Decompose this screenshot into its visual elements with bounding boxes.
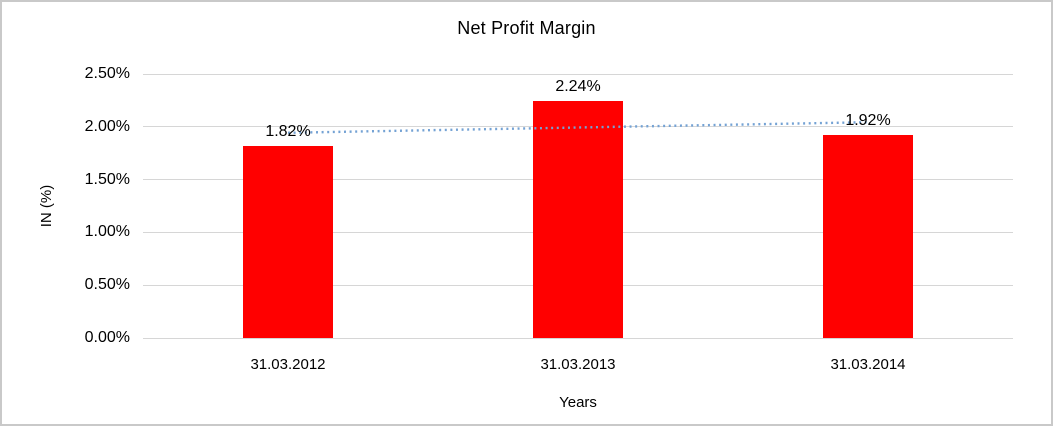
y-axis-title: IN (%) (38, 184, 55, 228)
bar-31.03.2013[interactable] (533, 101, 623, 338)
gridline (143, 337, 1013, 339)
bar-31.03.2012[interactable] (243, 145, 333, 338)
y-tick-label: 1.00% (84, 223, 130, 241)
y-tick-label: 2.50% (84, 65, 130, 82)
y-tick-label: 0.50% (84, 276, 130, 294)
bar-31.03.2014[interactable] (823, 135, 913, 338)
x-tick-label: 31.03.2012 (250, 356, 326, 373)
x-tick-label: 31.03.2013 (540, 356, 616, 373)
x-tick-label: 31.03.2014 (830, 356, 906, 373)
y-tick-label: 1.50% (84, 170, 130, 188)
y-tick-label: 0.00% (84, 329, 130, 346)
x-axis-title: Years (559, 394, 597, 411)
data-label: 1.92% (845, 112, 891, 130)
chart-title: Net Profit Margin (457, 18, 596, 38)
gridline (143, 73, 1013, 75)
y-tick-label: 2.00% (84, 117, 130, 135)
data-label: 1.82% (265, 122, 311, 140)
data-label: 2.24% (555, 78, 601, 96)
